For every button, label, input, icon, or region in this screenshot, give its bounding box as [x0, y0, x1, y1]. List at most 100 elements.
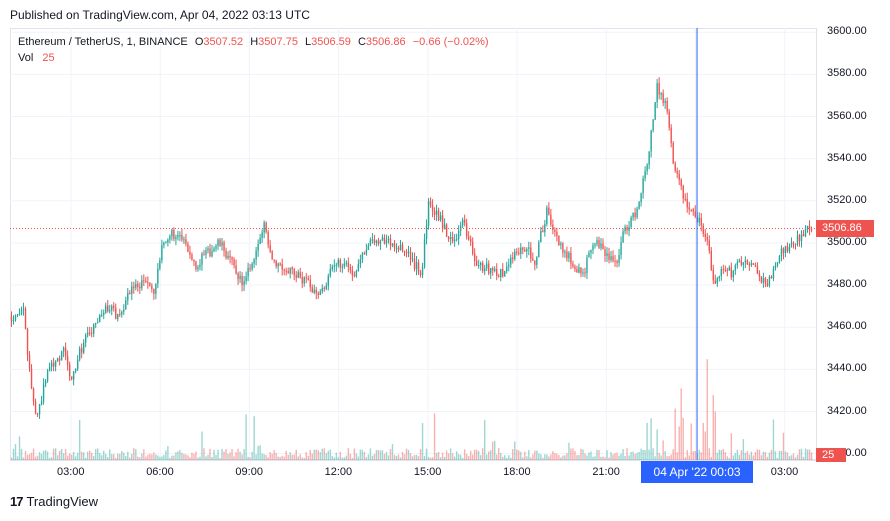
candle-body — [790, 242, 793, 248]
volume-bar — [151, 454, 153, 460]
candle-body — [151, 285, 153, 289]
candle-body — [48, 367, 51, 372]
candle-body — [139, 286, 141, 289]
candle-body — [552, 224, 554, 231]
candle-body — [60, 351, 63, 361]
candle-body — [263, 222, 265, 233]
volume-bar — [806, 449, 809, 460]
volume-bar — [516, 449, 518, 460]
volume-bar — [153, 452, 155, 460]
volume-bar — [473, 449, 476, 460]
candle-body — [660, 93, 662, 95]
volume-bar — [774, 451, 777, 460]
volume-bar — [431, 457, 434, 460]
volume-bar — [560, 457, 562, 460]
volume-bar — [658, 452, 660, 460]
volume-bar — [734, 453, 737, 460]
candle-body — [724, 269, 727, 271]
candle-body — [443, 224, 446, 229]
candle-body — [76, 359, 79, 370]
candle-body — [107, 305, 109, 312]
candle-body — [572, 263, 574, 267]
candle-body — [335, 264, 338, 266]
candlestick-chart[interactable] — [10, 28, 816, 460]
volume-bar — [175, 452, 177, 460]
candle-body — [58, 358, 61, 361]
candle-body — [570, 252, 572, 264]
volume-bar — [263, 454, 265, 460]
volume-bar — [245, 414, 247, 460]
volume-bar — [199, 456, 201, 460]
candle-body — [223, 242, 225, 251]
candle-body — [596, 240, 598, 244]
candle-body — [163, 242, 165, 246]
volume-bar — [510, 457, 512, 460]
volume-bar — [50, 457, 53, 460]
volume-bar — [556, 453, 558, 460]
candle-body — [363, 253, 366, 255]
volume-bar — [746, 451, 749, 460]
price-axis[interactable]: 3600.00 3580.00 3560.00 3540.00 3520.00 3500.… — [816, 25, 880, 460]
candle-body — [135, 283, 137, 288]
candle-body — [754, 264, 757, 267]
candle-body — [153, 288, 155, 294]
volume-bar — [756, 449, 759, 460]
candle-body — [558, 236, 560, 246]
tradingview-brand[interactable]: 17 TradingView — [10, 494, 98, 509]
candle-body — [560, 243, 562, 246]
volume-bar — [351, 457, 354, 460]
candle-body — [169, 236, 171, 240]
volume-bar — [223, 451, 225, 460]
volume-bar — [251, 451, 253, 460]
volume-bar — [363, 451, 366, 460]
volume-bar — [355, 453, 358, 460]
candle-body — [616, 261, 618, 263]
volume-bar — [762, 451, 765, 460]
price-tick-label: 3560.00 — [827, 109, 867, 122]
volume-bar — [686, 450, 688, 460]
legend-volume-row: Vol 25 — [18, 50, 489, 66]
volume-bar — [24, 451, 27, 460]
candle-body — [461, 219, 464, 226]
candle-body — [457, 230, 460, 240]
candle-body — [269, 244, 271, 252]
candle-body — [706, 236, 708, 241]
candle-body — [129, 292, 131, 294]
candle-body — [181, 234, 183, 240]
candle-body — [656, 83, 658, 103]
volume-bar — [219, 457, 221, 460]
volume-bar — [269, 452, 271, 460]
volume-bar — [758, 449, 761, 460]
volume-bar — [512, 449, 514, 460]
candle-body — [293, 268, 295, 276]
candle-body — [453, 239, 456, 242]
volume-bar — [243, 448, 245, 460]
candle-body — [520, 247, 522, 254]
candle-body — [10, 316, 13, 321]
price-tick-label: 3440.00 — [827, 362, 867, 375]
candle-body — [78, 348, 81, 360]
candle-body — [413, 258, 416, 270]
candle-body — [313, 289, 315, 293]
time-tick-label: 03:00 — [56, 466, 85, 478]
volume-bar — [115, 457, 117, 460]
volume-bar — [554, 452, 556, 460]
volume-bar — [273, 450, 275, 460]
volume-bar — [365, 457, 368, 460]
candle-body — [359, 259, 362, 265]
volume-bar — [165, 450, 167, 460]
candle-body — [632, 212, 634, 218]
candle-body — [744, 260, 747, 263]
candle-body — [233, 259, 235, 266]
candle-body — [784, 246, 787, 254]
volume-bar — [191, 452, 193, 460]
candle-body — [369, 239, 372, 246]
time-tick-label: 21:00 — [592, 466, 620, 478]
candle-body — [576, 269, 578, 273]
candle-body — [668, 111, 670, 128]
candle-body — [173, 229, 175, 239]
candle-body — [441, 215, 444, 229]
candle-body — [285, 270, 287, 272]
high-label: H — [250, 36, 259, 48]
volume-bar — [405, 448, 408, 460]
